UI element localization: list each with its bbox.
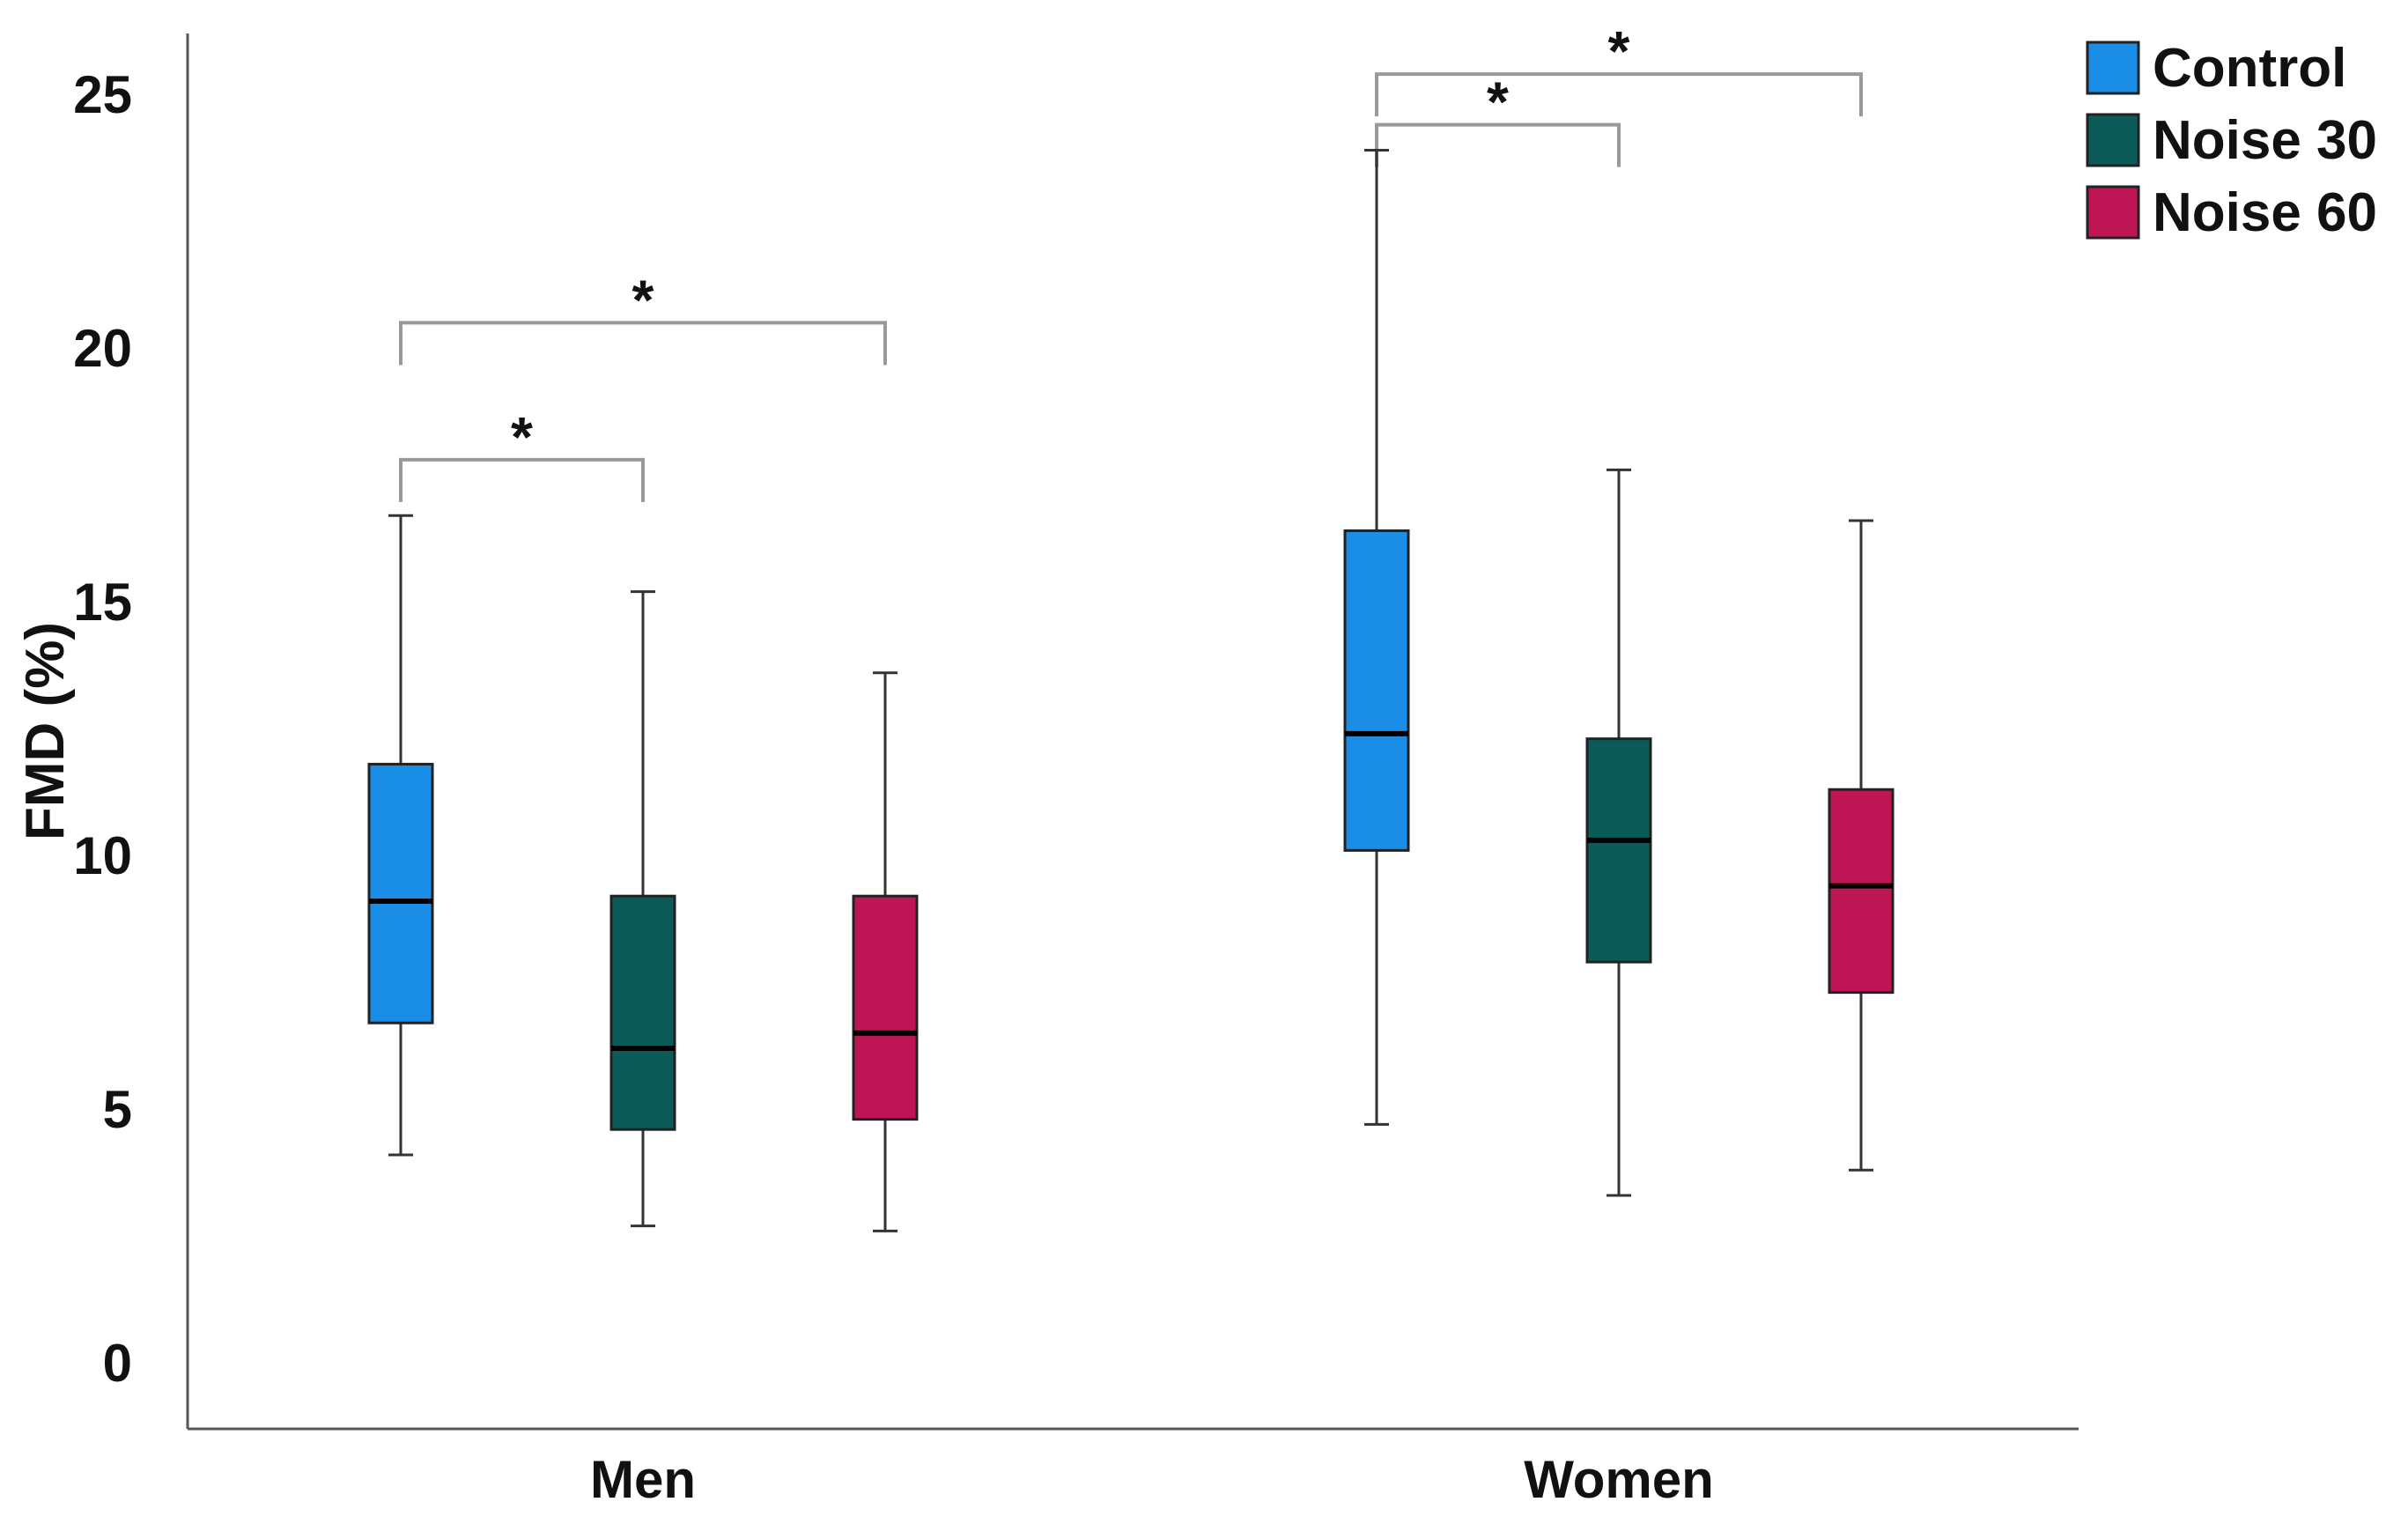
- y-tick-label-25: 25: [73, 65, 132, 124]
- iqr-box: [367, 762, 434, 1025]
- legend-label: Noise 30: [2153, 110, 2377, 171]
- y-tick-label-15: 15: [73, 573, 132, 632]
- legend-item-noise-30: Noise 30: [2086, 110, 2377, 171]
- y-axis-title: FMD (%): [15, 622, 76, 840]
- sig-bracket-women-control-vs-noise-30: *: [1375, 70, 1621, 167]
- legend-swatch: [2086, 41, 2140, 95]
- legend-swatch: [2086, 113, 2140, 167]
- box-noise-60-women: [1828, 519, 1895, 1172]
- significance-brackets: * * * *: [399, 19, 1863, 502]
- bracket-line: [1375, 122, 1621, 167]
- y-tick-label-0: 0: [103, 1334, 132, 1393]
- iqr-box: [609, 894, 676, 1131]
- legend-label: Control: [2153, 38, 2346, 99]
- iqr-box: [1343, 529, 1410, 852]
- x-tick-label-women: Women: [1524, 1450, 1714, 1509]
- significance-star: *: [632, 268, 654, 331]
- legend: Control Noise 30 Noise 60: [2086, 38, 2377, 243]
- bracket-line: [399, 457, 645, 502]
- box-control-women: [1343, 148, 1410, 1126]
- significance-star: *: [1487, 70, 1509, 134]
- axes: [186, 33, 2079, 1431]
- box-noise-30-women: [1585, 468, 1652, 1197]
- iqr-box: [852, 894, 919, 1121]
- legend-item-control: Control: [2086, 38, 2346, 99]
- sig-bracket-men-control-vs-noise-30: *: [399, 405, 645, 502]
- bracket-line: [399, 321, 887, 366]
- significance-star: *: [1608, 19, 1630, 83]
- box-control-men: [367, 514, 434, 1157]
- y-tick-label-20: 20: [73, 319, 132, 378]
- x-axis-ticks: Men Women: [590, 1450, 1714, 1509]
- legend-label: Noise 60: [2153, 182, 2377, 243]
- y-tick-label-10: 10: [73, 826, 132, 885]
- y-axis-ticks: 0 5 10 15 20 25: [73, 65, 132, 1393]
- significance-star: *: [511, 405, 533, 469]
- box-noise-60-men: [852, 671, 919, 1232]
- y-tick-label-5: 5: [103, 1080, 132, 1139]
- legend-item-noise-60: Noise 60: [2086, 182, 2377, 243]
- sig-bracket-men-control-vs-noise-60: *: [399, 268, 887, 366]
- box-plots: [367, 148, 1895, 1232]
- box-noise-30-men: [609, 590, 676, 1228]
- legend-swatch: [2086, 185, 2140, 240]
- iqr-box: [1585, 737, 1652, 964]
- sig-bracket-women-control-vs-noise-60: *: [1375, 19, 1863, 117]
- iqr-box: [1828, 788, 1895, 995]
- x-tick-label-men: Men: [590, 1450, 696, 1509]
- bracket-line: [1375, 72, 1863, 117]
